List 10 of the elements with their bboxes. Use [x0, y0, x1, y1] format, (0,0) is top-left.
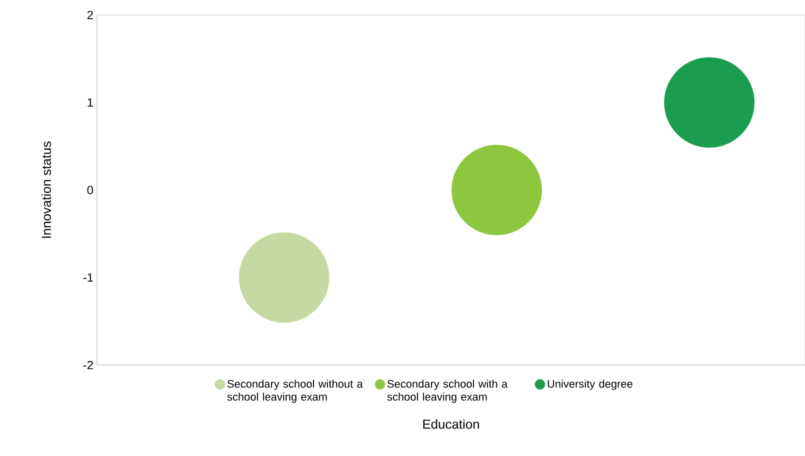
- x-axis-title: Education: [423, 419, 479, 429]
- y-axis-title: Innovation status: [41, 142, 51, 238]
- y-tick-label: 0: [87, 186, 94, 194]
- legend-label: Secondary school with a school leaving exam: [387, 380, 508, 403]
- legend-label: University degree: [548, 380, 632, 390]
- y-tick-label: 1: [88, 98, 93, 107]
- y-tick-label: 2: [87, 10, 93, 20]
- y-tick-label: -1: [83, 273, 93, 282]
- y-tick-label: -2: [83, 360, 93, 370]
- legend-label: Secondary school without a school leaving exam: [227, 380, 363, 403]
